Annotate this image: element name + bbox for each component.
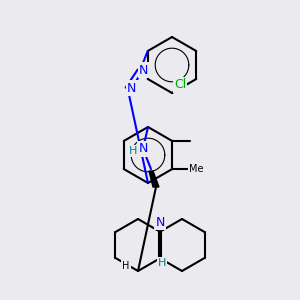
Text: Me: Me: [189, 164, 203, 174]
Text: H: H: [158, 258, 166, 268]
Text: H: H: [129, 146, 137, 156]
Text: N: N: [155, 215, 165, 229]
Text: N: N: [138, 142, 148, 155]
Text: Cl: Cl: [174, 79, 186, 92]
Polygon shape: [149, 171, 159, 187]
Text: H: H: [122, 261, 130, 271]
Text: N: N: [127, 82, 136, 94]
Text: N: N: [139, 64, 148, 76]
